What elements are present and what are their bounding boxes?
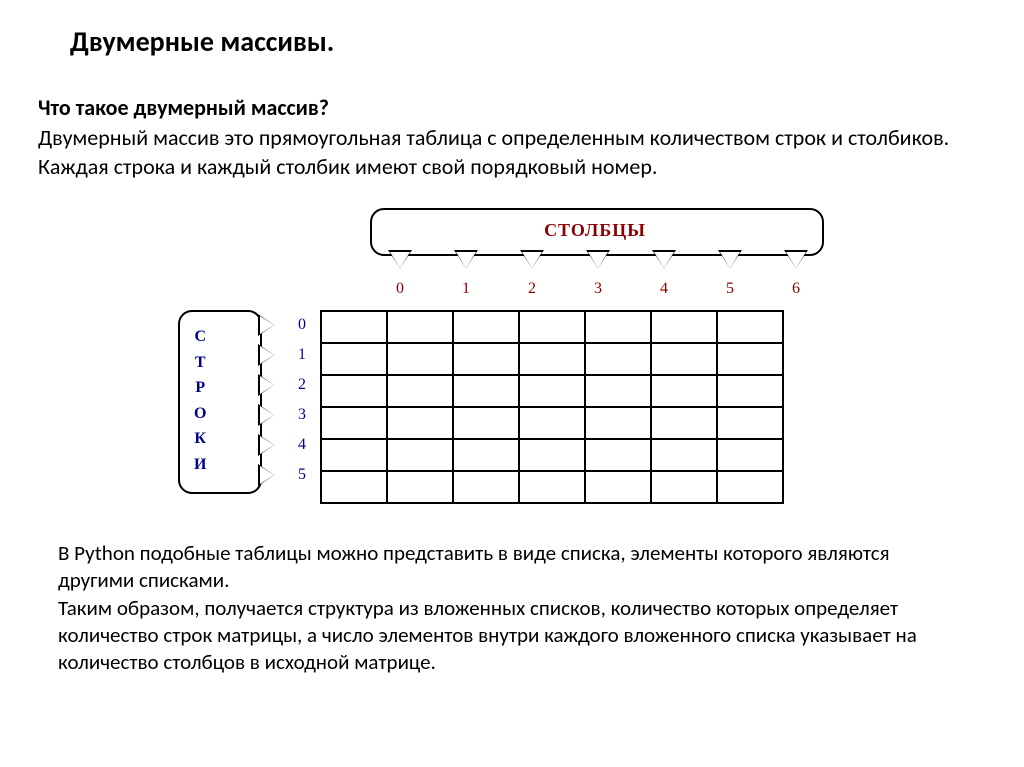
array-cell bbox=[387, 311, 453, 343]
column-index: 6 bbox=[786, 280, 806, 298]
array-cell bbox=[519, 471, 585, 503]
row-index: 4 bbox=[292, 436, 312, 454]
array-cell bbox=[651, 471, 717, 503]
column-pointer-icon bbox=[654, 252, 674, 268]
array-cell bbox=[453, 311, 519, 343]
page-title: Двумерные массивы. bbox=[70, 24, 334, 59]
row-pointer-icon bbox=[260, 406, 274, 424]
array-cell bbox=[453, 407, 519, 439]
array-cell bbox=[387, 439, 453, 471]
array-cell bbox=[651, 407, 717, 439]
array-cell bbox=[519, 343, 585, 375]
column-pointer-icon bbox=[390, 252, 410, 268]
columns-label: СТОЛБЦЫ bbox=[370, 220, 820, 241]
row-index: 5 bbox=[292, 466, 312, 484]
array-cell bbox=[453, 439, 519, 471]
array-cell bbox=[651, 311, 717, 343]
column-index: 4 bbox=[654, 280, 674, 298]
array-cell bbox=[387, 471, 453, 503]
column-pointers bbox=[370, 258, 820, 278]
array-cell bbox=[651, 439, 717, 471]
array-cell bbox=[519, 439, 585, 471]
array-cell bbox=[717, 311, 783, 343]
array-cell bbox=[717, 375, 783, 407]
array-grid bbox=[320, 310, 784, 504]
column-index: 3 bbox=[588, 280, 608, 298]
column-index: 0 bbox=[390, 280, 410, 298]
array-cell bbox=[321, 311, 387, 343]
column-index: 2 bbox=[522, 280, 542, 298]
array-cell bbox=[717, 407, 783, 439]
array-cell bbox=[585, 407, 651, 439]
table-row bbox=[321, 407, 783, 439]
row-index: 0 bbox=[292, 316, 312, 334]
row-index: 2 bbox=[292, 376, 312, 394]
array-cell bbox=[585, 439, 651, 471]
array-cell bbox=[651, 343, 717, 375]
array-cell bbox=[519, 375, 585, 407]
explanation-paragraph: В Python подобные таблицы можно представ… bbox=[58, 540, 968, 676]
row-pointer-icon bbox=[260, 466, 274, 484]
column-pointer-icon bbox=[720, 252, 740, 268]
array-cell bbox=[717, 471, 783, 503]
table-row bbox=[321, 471, 783, 503]
rows-bracket bbox=[178, 310, 262, 494]
array-cell bbox=[321, 375, 387, 407]
intro-paragraph: Двумерный массив это прямоугольная табли… bbox=[38, 124, 978, 181]
row-pointer-icon bbox=[260, 436, 274, 454]
column-index: 1 bbox=[456, 280, 476, 298]
column-pointer-icon bbox=[456, 252, 476, 268]
row-pointer-icon bbox=[260, 376, 274, 394]
array-cell bbox=[321, 439, 387, 471]
array-cell bbox=[321, 471, 387, 503]
row-index: 1 bbox=[292, 346, 312, 364]
array-cell bbox=[453, 375, 519, 407]
array-cell bbox=[651, 375, 717, 407]
array-cell bbox=[387, 407, 453, 439]
row-pointer-icon bbox=[260, 346, 274, 364]
array-cell bbox=[585, 311, 651, 343]
table-row bbox=[321, 375, 783, 407]
section-heading: Что такое двумерный массив? bbox=[38, 94, 329, 121]
array-cell bbox=[585, 343, 651, 375]
array-diagram: СТОЛБЦЫ 0 1 2 3 4 5 6 СТРОКИ 0 1 2 3 4 5 bbox=[160, 196, 860, 526]
column-indices: 0 1 2 3 4 5 6 bbox=[370, 280, 820, 300]
array-cell bbox=[717, 343, 783, 375]
rows-label: СТРОКИ bbox=[194, 324, 206, 478]
array-cell bbox=[321, 343, 387, 375]
array-cell bbox=[519, 407, 585, 439]
column-pointer-icon bbox=[786, 252, 806, 268]
column-index: 5 bbox=[720, 280, 740, 298]
column-pointer-icon bbox=[522, 252, 542, 268]
table-row bbox=[321, 439, 783, 471]
row-index: 3 bbox=[292, 406, 312, 424]
row-indices: 0 1 2 3 4 5 bbox=[292, 310, 312, 490]
array-cell bbox=[585, 471, 651, 503]
row-pointers bbox=[266, 310, 286, 490]
row-pointer-icon bbox=[260, 316, 274, 334]
array-cell bbox=[321, 407, 387, 439]
array-cell bbox=[387, 375, 453, 407]
array-cell bbox=[453, 343, 519, 375]
array-cell bbox=[585, 375, 651, 407]
table-row bbox=[321, 343, 783, 375]
column-pointer-icon bbox=[588, 252, 608, 268]
array-cell bbox=[387, 343, 453, 375]
array-cell bbox=[717, 439, 783, 471]
table-row bbox=[321, 311, 783, 343]
array-cell bbox=[453, 471, 519, 503]
array-cell bbox=[519, 311, 585, 343]
